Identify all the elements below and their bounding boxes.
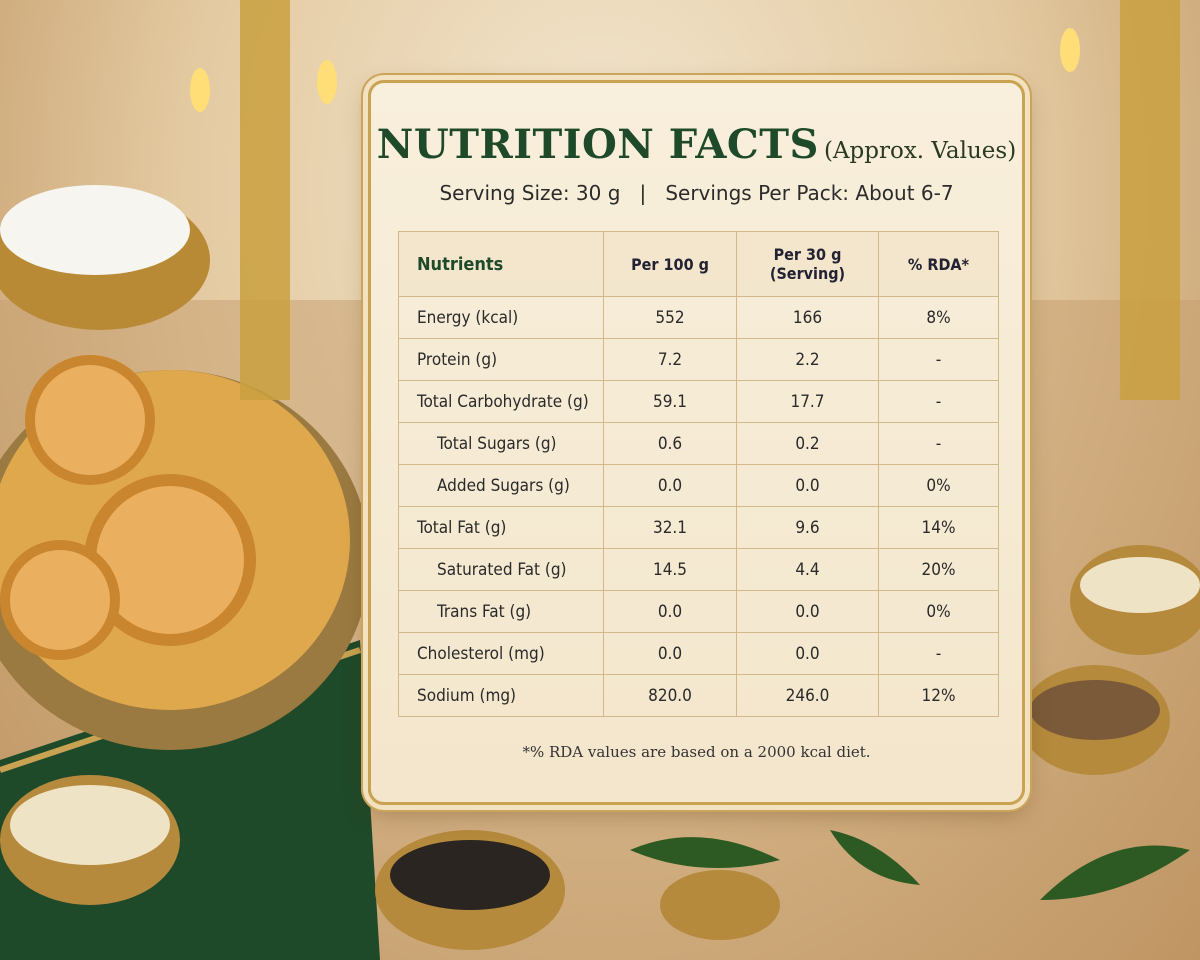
nutrient-value: 246.0 [736,674,879,717]
nutrient-value: 59.1 [603,380,737,423]
nutrient-name: Sodium (mg) [398,674,604,717]
footnote: *% RDA values are based on a 2000 kcal d… [522,743,871,761]
nutrient-value: 0.0 [603,590,737,633]
nutrient-value: 820.0 [603,674,737,717]
nutrient-value: 0.0 [736,632,879,675]
nutrient-value: 14.5 [603,548,737,591]
table-row: Saturated Fat (g) 14.5 4.4 20% [398,548,999,591]
nutrient-name: Total Fat (g) [398,506,604,549]
nutrient-value: 17.7 [736,380,879,423]
table-row: Cholesterol (mg) 0.0 0.0- [398,632,999,675]
nutrient-value: 0.0 [736,590,879,633]
header-row: Nutrients Per 100 g Per 30 g (Serving) % … [398,231,999,297]
table-row: Sodium (mg) 820.0 246.0 12% [398,674,999,717]
table-row: Added Sugars (g) 0.0 0.0 0% [398,464,999,507]
table-row: Total Sugars (g) 0.6 0.2- [398,422,999,465]
table-row: Trans Fat (g) 0.0 0.0 0% [398,590,999,633]
nutrient-value: - [878,422,999,465]
table-row: Energy (kcal) 552 166 8% [398,296,999,339]
table-row: Total Carbohydrate (g) 59.1 17.7- [398,380,999,423]
header-cell: Per 100 g [603,231,737,297]
table-row: Total Fat (g) 32.1 9.6 14% [398,506,999,549]
nutrient-value: 0% [878,590,999,633]
nutrient-value: - [878,380,999,423]
nutrient-name: Energy (kcal) [398,296,604,339]
nutrient-name: Total Sugars (g) [398,422,604,465]
nutrient-value: 4.4 [736,548,879,591]
title: NUTRITION FACTS [376,121,819,168]
nutrient-name: Trans Fat (g) [398,590,604,633]
nutrient-value: 0.6 [603,422,737,465]
nutrient-value: - [878,632,999,675]
nutrient-value: 2.2 [736,338,879,381]
nutrient-value: 0.0 [603,464,737,507]
nutrient-value: 32.1 [603,506,737,549]
nutrient-value: 0.0 [736,464,879,507]
header-text: Per 30 g [773,245,842,264]
header-text: % RDA* [907,254,970,274]
nutrient-name: Total Carbohydrate (g) [398,380,604,423]
title-block: NUTRITION FACTS (Approx. Values) [371,121,1022,168]
header-cell: Nutrients [398,231,604,297]
nutrient-value: 8% [878,296,999,339]
header-text: Nutrients [417,253,504,275]
nutrition-card: NUTRITION FACTS (Approx. Values) Serving… [368,80,1025,805]
header-cell: Per 30 g (Serving) [736,231,879,297]
nutrient-value: 0.0 [603,632,737,675]
table-row: Protein (g) 7.2 2.2- [398,338,999,381]
nutrient-value: 0.2 [736,422,879,465]
nutrient-value: - [878,338,999,381]
header-text: (Serving) [769,264,846,283]
serving-info: Serving Size: 30 g | Servings Per Pack: … [439,181,954,205]
title-note: (Approx. Values) [823,138,1017,164]
nutrient-value: 166 [736,296,879,339]
nutrition-table: Nutrients Per 100 g Per 30 g (Serving) % … [398,231,999,717]
nutrient-name: Added Sugars (g) [398,464,604,507]
nutrient-value: 14% [878,506,999,549]
header-cell: % RDA* [878,231,999,297]
header-text: Per 100 g [631,254,709,274]
nutrient-name: Cholesterol (mg) [398,632,604,675]
nutrient-value: 7.2 [603,338,737,381]
nutrient-name: Protein (g) [398,338,604,381]
nutrient-value: 12% [878,674,999,717]
nutrient-value: 0% [878,464,999,507]
nutrient-value: 552 [603,296,737,339]
nutrient-value: 9.6 [736,506,879,549]
nutrient-name: Saturated Fat (g) [398,548,604,591]
nutrient-value: 20% [878,548,999,591]
